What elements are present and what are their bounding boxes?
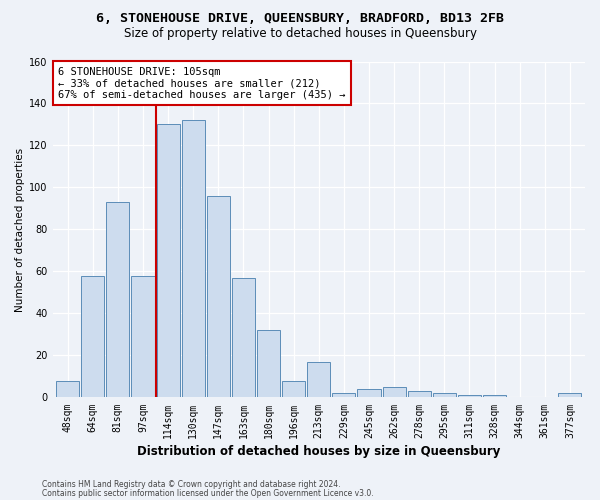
Bar [182, 120, 205, 398]
Bar [433, 393, 456, 398]
Bar [483, 396, 506, 398]
Bar [407, 391, 431, 398]
Bar [257, 330, 280, 398]
Text: Size of property relative to detached houses in Queensbury: Size of property relative to detached ho… [124, 28, 476, 40]
X-axis label: Distribution of detached houses by size in Queensbury: Distribution of detached houses by size … [137, 444, 500, 458]
Bar [307, 362, 331, 398]
Bar [282, 380, 305, 398]
Bar [232, 278, 255, 398]
Text: 6, STONEHOUSE DRIVE, QUEENSBURY, BRADFORD, BD13 2FB: 6, STONEHOUSE DRIVE, QUEENSBURY, BRADFOR… [96, 12, 504, 26]
Bar [56, 380, 79, 398]
Y-axis label: Number of detached properties: Number of detached properties [15, 148, 25, 312]
Text: Contains public sector information licensed under the Open Government Licence v3: Contains public sector information licen… [42, 489, 374, 498]
Bar [157, 124, 179, 398]
Text: Contains HM Land Registry data © Crown copyright and database right 2024.: Contains HM Land Registry data © Crown c… [42, 480, 341, 489]
Bar [106, 202, 130, 398]
Bar [383, 387, 406, 398]
Text: 6 STONEHOUSE DRIVE: 105sqm
← 33% of detached houses are smaller (212)
67% of sem: 6 STONEHOUSE DRIVE: 105sqm ← 33% of deta… [58, 66, 346, 100]
Bar [332, 393, 355, 398]
Bar [559, 393, 581, 398]
Bar [81, 276, 104, 398]
Bar [358, 389, 380, 398]
Bar [458, 396, 481, 398]
Bar [131, 276, 155, 398]
Bar [207, 196, 230, 398]
